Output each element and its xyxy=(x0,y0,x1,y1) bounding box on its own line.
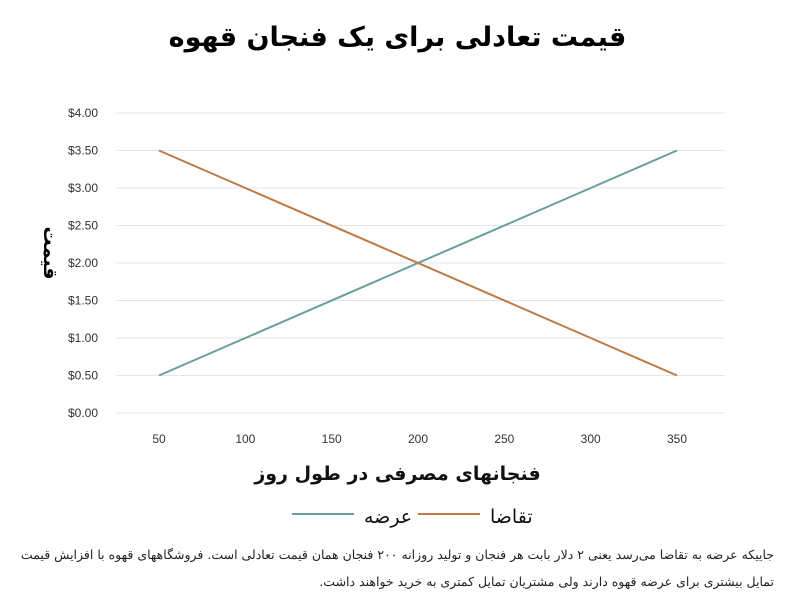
legend-label-demand: تقاضا xyxy=(490,506,533,528)
y-tick-label: $1.50 xyxy=(68,294,98,308)
grid-lines xyxy=(116,112,725,414)
chart-canvas: $0.00 $0.50 $1.00 $1.50 $2.00 $2.50 $3.00 $3.50… xyxy=(39,106,725,446)
x-axis-label: فنجانهای مصرفی در طول روز xyxy=(254,463,541,485)
x-tick-label: 50 xyxy=(152,432,166,446)
chart-caption: جاییکه عرضه به تقاضا می‌رسد یعنی ۲ دلار … xyxy=(20,547,774,589)
x-tick-label: 300 xyxy=(581,432,601,446)
y-axis-label: قیمت xyxy=(39,226,61,279)
legend-swatch-demand xyxy=(418,513,480,515)
y-tick-label: $3.50 xyxy=(68,144,98,158)
x-tick-label: 100 xyxy=(235,432,255,446)
x-tick-label: 350 xyxy=(667,432,687,446)
chart-title: قیمت تعادلی برای یک فنجان قهوه xyxy=(168,22,627,53)
legend-label-supply: عرضه xyxy=(364,506,413,528)
y-tick-label: $2.50 xyxy=(68,219,98,233)
legend: عرضه تقاضا xyxy=(0,506,795,536)
x-tick-label: 150 xyxy=(322,432,342,446)
y-tick-label: $1.00 xyxy=(68,331,98,345)
y-tick-label: $0.00 xyxy=(68,406,98,420)
x-axis-ticks: 50 100 150 200 250 300 350 xyxy=(152,432,687,446)
x-tick-label: 250 xyxy=(494,432,514,446)
x-tick-label: 200 xyxy=(408,432,428,446)
series-lines xyxy=(158,149,678,377)
y-tick-label: $4.00 xyxy=(68,106,98,120)
y-tick-label: $2.00 xyxy=(68,256,98,270)
legend-swatch-supply xyxy=(292,513,354,515)
series-line-demand xyxy=(158,149,678,377)
y-axis-ticks: $0.00 $0.50 $1.00 $1.50 $2.00 $2.50 $3.00 $3.50… xyxy=(68,106,98,420)
y-tick-label: $3.00 xyxy=(68,181,98,195)
y-tick-label: $0.50 xyxy=(68,369,98,383)
